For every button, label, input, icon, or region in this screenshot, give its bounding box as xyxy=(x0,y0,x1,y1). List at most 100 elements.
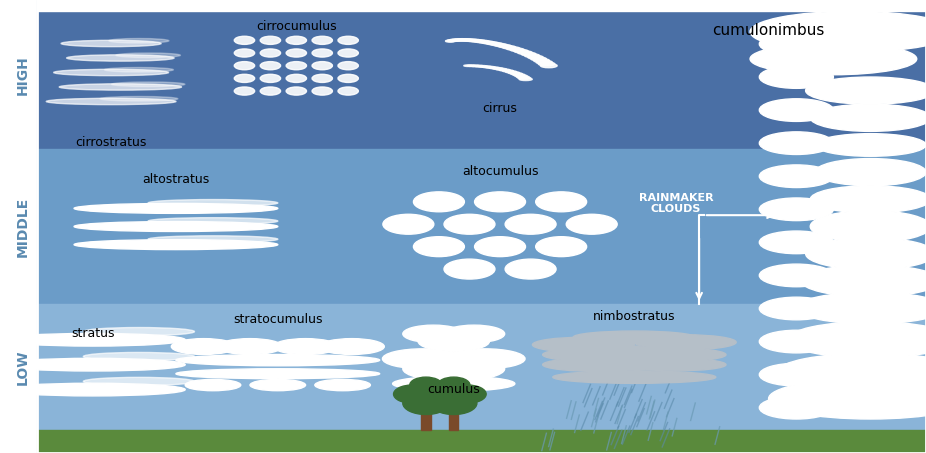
Ellipse shape xyxy=(455,39,464,41)
Ellipse shape xyxy=(338,62,358,70)
Ellipse shape xyxy=(759,231,833,254)
Ellipse shape xyxy=(67,55,174,61)
Ellipse shape xyxy=(286,74,307,82)
Ellipse shape xyxy=(250,380,306,390)
Ellipse shape xyxy=(431,392,477,414)
Text: HIGH: HIGH xyxy=(16,55,31,95)
Ellipse shape xyxy=(518,51,532,54)
Ellipse shape xyxy=(759,132,833,154)
Ellipse shape xyxy=(0,333,185,346)
Ellipse shape xyxy=(519,78,532,81)
Ellipse shape xyxy=(438,377,470,393)
Ellipse shape xyxy=(801,265,926,297)
Ellipse shape xyxy=(273,339,338,354)
Bar xyxy=(37,0,926,11)
Ellipse shape xyxy=(474,40,485,43)
Ellipse shape xyxy=(759,165,833,188)
Bar xyxy=(37,430,926,453)
Ellipse shape xyxy=(260,62,281,70)
Ellipse shape xyxy=(482,41,494,44)
Ellipse shape xyxy=(471,65,480,67)
Ellipse shape xyxy=(452,39,461,41)
Ellipse shape xyxy=(470,39,482,42)
Ellipse shape xyxy=(796,292,926,324)
Ellipse shape xyxy=(148,217,278,225)
Ellipse shape xyxy=(475,236,526,256)
Ellipse shape xyxy=(83,328,194,336)
Ellipse shape xyxy=(553,371,716,383)
Ellipse shape xyxy=(521,52,536,56)
Ellipse shape xyxy=(260,49,281,57)
Bar xyxy=(449,412,458,430)
Ellipse shape xyxy=(460,39,470,41)
Ellipse shape xyxy=(528,55,544,59)
Ellipse shape xyxy=(535,236,587,256)
Text: MIDDLE: MIDDLE xyxy=(16,196,31,257)
Ellipse shape xyxy=(315,380,370,390)
Ellipse shape xyxy=(403,392,449,414)
Ellipse shape xyxy=(445,40,454,42)
Ellipse shape xyxy=(531,57,546,61)
Ellipse shape xyxy=(535,192,587,212)
Ellipse shape xyxy=(148,236,278,243)
Ellipse shape xyxy=(111,82,185,87)
Ellipse shape xyxy=(810,186,926,213)
Ellipse shape xyxy=(486,67,495,68)
Ellipse shape xyxy=(421,385,458,403)
Ellipse shape xyxy=(525,54,540,58)
Ellipse shape xyxy=(499,69,510,71)
Ellipse shape xyxy=(46,98,176,105)
Ellipse shape xyxy=(810,104,926,131)
Text: stratus: stratus xyxy=(71,327,114,340)
Ellipse shape xyxy=(444,259,495,279)
Ellipse shape xyxy=(393,376,515,391)
Ellipse shape xyxy=(382,349,464,369)
Ellipse shape xyxy=(383,214,433,234)
Ellipse shape xyxy=(778,353,926,390)
Text: cirrocumulus: cirrocumulus xyxy=(256,20,337,34)
Text: nimbostratus: nimbostratus xyxy=(593,310,676,323)
Ellipse shape xyxy=(176,354,380,366)
Ellipse shape xyxy=(506,71,517,73)
Ellipse shape xyxy=(634,335,736,350)
Ellipse shape xyxy=(815,159,926,186)
Ellipse shape xyxy=(759,330,833,353)
Bar xyxy=(37,304,926,430)
Text: RAINMAKER
CLOUDS: RAINMAKER CLOUDS xyxy=(639,193,713,214)
Ellipse shape xyxy=(759,363,833,386)
Ellipse shape xyxy=(83,352,194,361)
Ellipse shape xyxy=(319,339,384,354)
Text: altostratus: altostratus xyxy=(143,173,209,186)
Ellipse shape xyxy=(464,39,474,41)
Text: cirrostratus: cirrostratus xyxy=(75,136,147,149)
Ellipse shape xyxy=(541,63,557,67)
Ellipse shape xyxy=(218,339,282,354)
Ellipse shape xyxy=(750,43,917,75)
Ellipse shape xyxy=(286,36,307,44)
Ellipse shape xyxy=(511,72,522,75)
Ellipse shape xyxy=(489,67,499,69)
Ellipse shape xyxy=(533,58,549,63)
Ellipse shape xyxy=(464,65,472,67)
Ellipse shape xyxy=(759,264,833,287)
Ellipse shape xyxy=(806,238,926,270)
Text: cumulus: cumulus xyxy=(428,383,480,396)
Ellipse shape xyxy=(234,36,255,44)
Ellipse shape xyxy=(0,358,185,371)
Ellipse shape xyxy=(419,332,490,352)
Ellipse shape xyxy=(312,49,332,57)
Ellipse shape xyxy=(83,377,194,386)
Ellipse shape xyxy=(260,74,281,82)
Ellipse shape xyxy=(573,331,695,343)
Ellipse shape xyxy=(260,36,281,44)
Ellipse shape xyxy=(338,49,358,57)
Ellipse shape xyxy=(312,62,332,70)
Ellipse shape xyxy=(759,33,833,55)
Ellipse shape xyxy=(498,44,511,48)
Ellipse shape xyxy=(513,74,525,76)
Bar xyxy=(37,149,926,304)
Ellipse shape xyxy=(467,39,478,42)
Ellipse shape xyxy=(567,214,618,234)
Ellipse shape xyxy=(394,385,431,403)
Ellipse shape xyxy=(54,69,169,76)
